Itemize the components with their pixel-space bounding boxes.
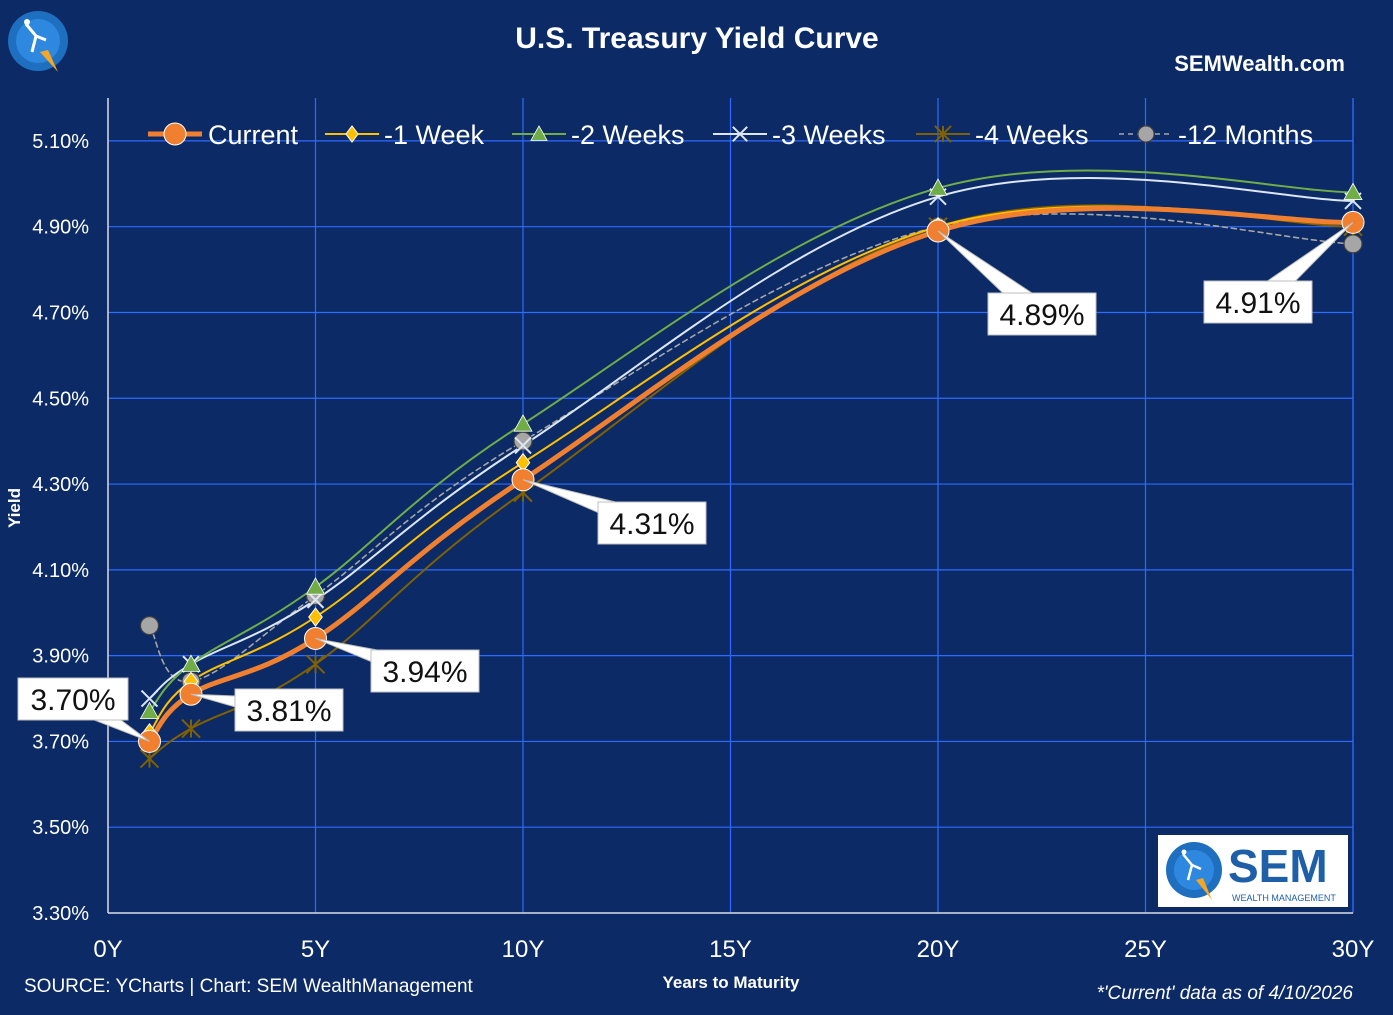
data-point-month12 xyxy=(1343,234,1363,254)
legend-label: Current xyxy=(208,120,299,150)
y-tick-label: 4.30% xyxy=(32,474,89,496)
legend-marker xyxy=(530,125,548,141)
marker-stroke xyxy=(140,689,159,708)
legend-marker xyxy=(732,126,748,142)
data-point-week3 xyxy=(140,689,159,708)
legend-marker xyxy=(345,125,359,143)
legend-marker xyxy=(163,122,187,146)
series-line-week4 xyxy=(148,204,1354,760)
data-point-week2 xyxy=(928,178,948,196)
legend-marker xyxy=(1137,125,1155,143)
data-point-week1 xyxy=(308,607,323,627)
callout-box xyxy=(1203,280,1313,324)
data-point-week4 xyxy=(181,718,201,739)
x-tick-label: 5Y xyxy=(301,936,330,963)
legend-item-week3: -3 Weeks xyxy=(713,120,886,150)
x-tick-label: 0Y xyxy=(93,936,122,963)
y-tick-label: 3.70% xyxy=(32,731,89,753)
data-point-week2 xyxy=(181,654,201,672)
logo-brand-text: SEM xyxy=(1228,840,1328,892)
x-tick-label: 20Y xyxy=(917,936,960,963)
data-point-week2 xyxy=(1343,182,1363,200)
y-tick-label: 3.50% xyxy=(32,817,89,839)
marker-stroke xyxy=(732,126,748,142)
data-point-week4 xyxy=(305,654,326,674)
callout-label: 4.91% xyxy=(1215,287,1300,320)
legend-item-week2: -2 Weeks xyxy=(512,120,685,150)
legend-label: -1 Week xyxy=(384,120,485,150)
callout-box xyxy=(234,688,344,732)
site-url: SEMWealth.com xyxy=(1174,51,1345,76)
legend-item-week1: -1 Week xyxy=(325,120,485,150)
marker-stroke xyxy=(514,436,532,455)
x-axis-label: Years to Maturity xyxy=(663,973,801,992)
y-tick-label: 3.90% xyxy=(32,646,89,668)
series-line-week3 xyxy=(148,177,1354,700)
legend-label: -3 Weeks xyxy=(772,120,886,150)
legend-marker xyxy=(934,125,952,143)
sem-corner-logo-icon xyxy=(8,11,68,72)
callout-label: 3.70% xyxy=(30,684,115,717)
y-tick-label: 4.90% xyxy=(32,217,89,239)
data-date-note: *'Current' data as of 4/10/2026 xyxy=(1096,983,1353,1004)
source-note: SOURCE: YCharts | Chart: SEM WealthManag… xyxy=(24,976,474,997)
x-tick-label: 10Y xyxy=(502,936,545,963)
series-line-week2 xyxy=(148,169,1354,713)
y-tick-label: 4.70% xyxy=(32,302,89,324)
callout-box xyxy=(370,649,480,693)
legend-item-week4: -4 Weeks xyxy=(916,120,1089,150)
logo-tagline-text: WEALTH MANAGEMENT xyxy=(1232,893,1336,903)
callout-label: 4.31% xyxy=(609,508,694,541)
y-tick-label: 4.50% xyxy=(32,388,89,410)
series-line-current xyxy=(147,205,1356,744)
callout-box xyxy=(597,501,707,545)
callout-label: 3.94% xyxy=(382,656,467,689)
data-point-month12 xyxy=(513,431,533,451)
callout-label: 4.89% xyxy=(999,299,1084,332)
legend-label: -4 Weeks xyxy=(975,120,1089,150)
legend-label: -2 Weeks xyxy=(571,120,685,150)
callout-label: 3.81% xyxy=(246,695,331,728)
data-point-week2 xyxy=(305,577,326,595)
y-tick-label: 5.10% xyxy=(32,131,89,153)
sem-wealth-logo: SEM WEALTH MANAGEMENT xyxy=(1158,835,1348,907)
chart-title: U.S. Treasury Yield Curve xyxy=(515,22,879,55)
callout-box xyxy=(987,292,1097,336)
y-tick-label: 3.30% xyxy=(32,903,89,925)
data-point-month12 xyxy=(139,616,160,636)
data-point-week2 xyxy=(513,414,533,432)
sem-logo-icon xyxy=(1166,842,1222,900)
callout-box xyxy=(17,677,129,721)
y-axis-label: Yield xyxy=(5,488,24,528)
x-tick-label: 15Y xyxy=(709,936,752,963)
y-tick-label: 4.10% xyxy=(32,560,89,582)
legend-item-month12: -12 Months xyxy=(1119,120,1313,150)
x-tick-label: 25Y xyxy=(1124,936,1167,963)
data-point-week3 xyxy=(514,436,532,455)
legend-item-current: Current xyxy=(148,120,299,150)
legend-label: -12 Months xyxy=(1178,120,1313,150)
data-point-week2 xyxy=(139,701,160,719)
x-tick-label: 30Y xyxy=(1332,936,1375,963)
